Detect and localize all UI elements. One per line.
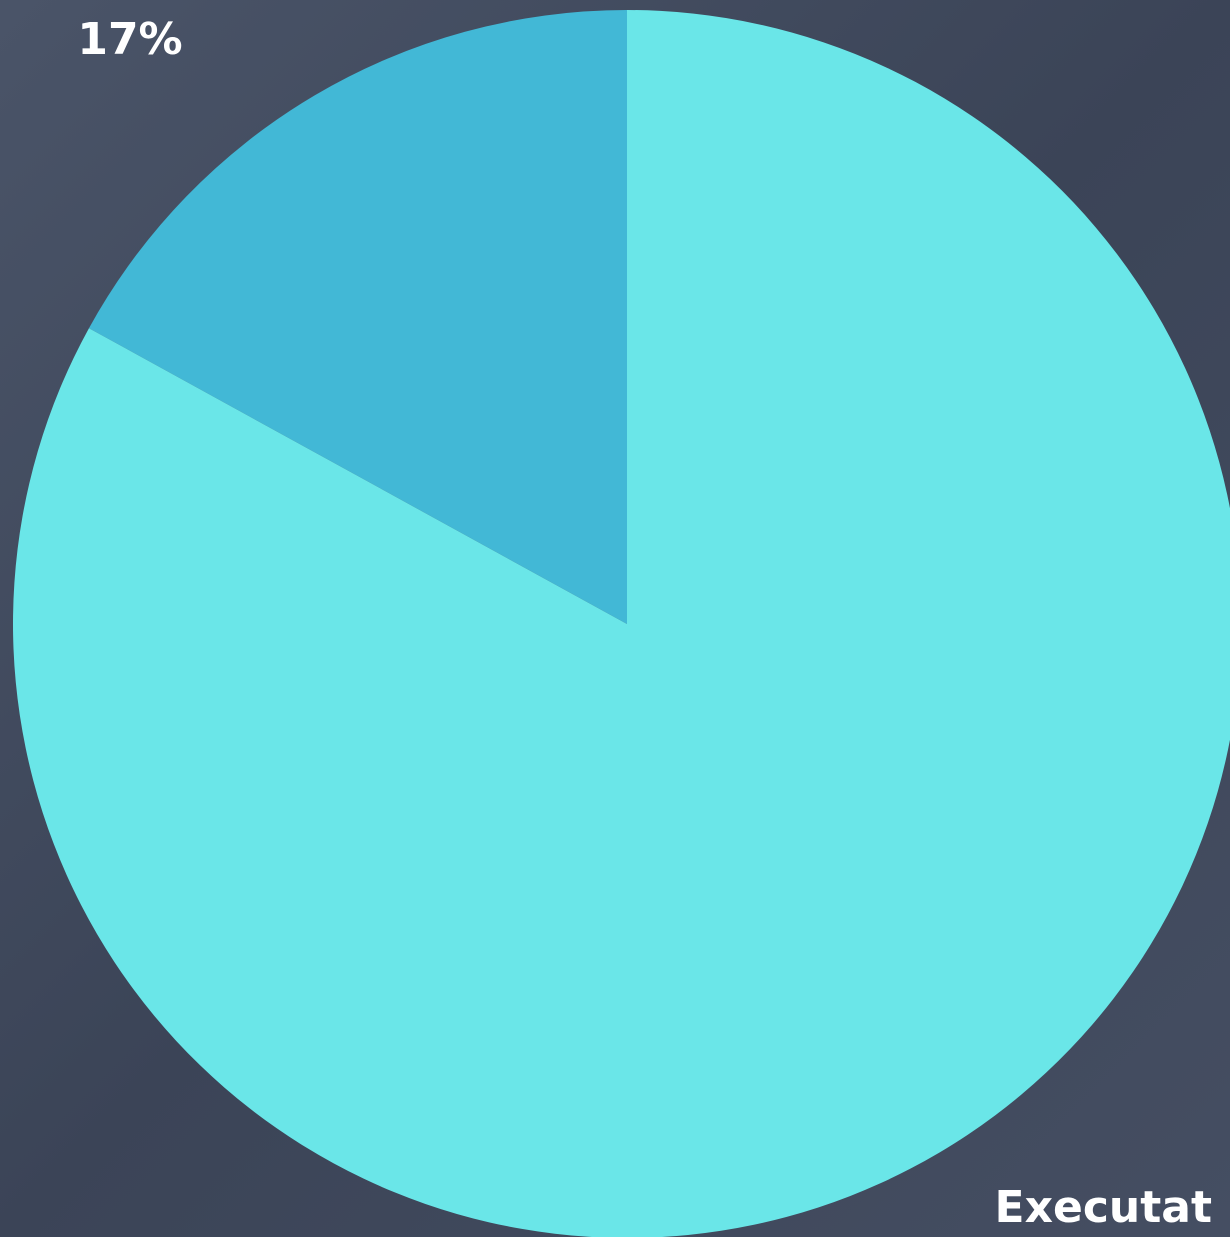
pie — [13, 10, 1230, 1237]
slice-value-label: 17% — [77, 14, 182, 65]
chart: 17% Executat — [0, 0, 1230, 1237]
page: 17%Executat (() => { const data = JSON.p… — [0, 0, 1230, 1237]
slice-label: Executat — [995, 1182, 1212, 1233]
